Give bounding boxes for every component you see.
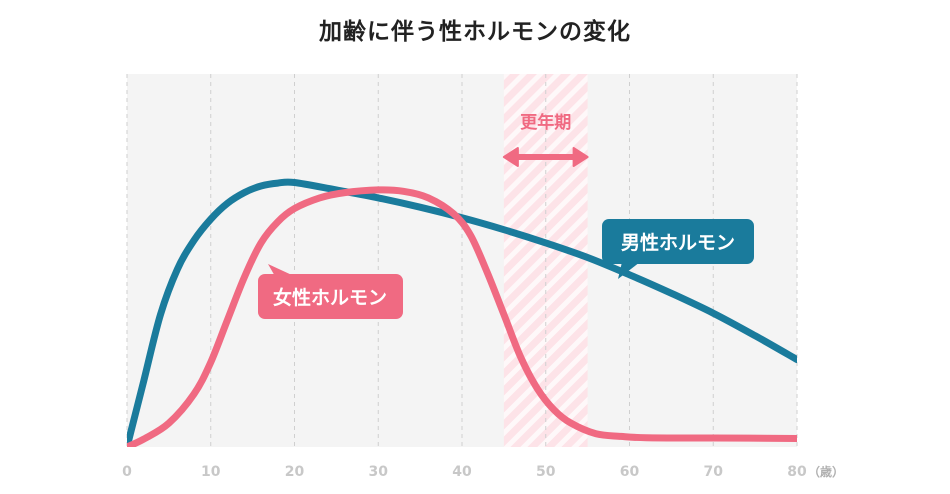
x-axis-unit: （歳） [808,464,844,479]
x-tick-label-50: 50 [536,464,556,480]
menopause-range-arrow [502,147,589,167]
male-hormone-label: 男性ホルモン [621,231,735,254]
x-tick-label-80: 80 [787,464,807,480]
menopause-arrow-right-head [572,147,589,167]
menopause-label: 更年期 [520,112,571,133]
female-hormone-callout: 女性ホルモン [258,264,403,319]
x-axis: 0 10 20 30 40 50 60 70 80 [122,464,807,480]
female-hormone-label: 女性ホルモン [273,286,387,309]
male-hormone-line [127,178,797,447]
menopause-arrow-left-head [502,147,519,167]
x-tick-label-60: 60 [620,464,640,480]
x-tick-label-30: 30 [369,464,389,480]
x-tick-label-20: 20 [285,464,305,480]
male-hormone-callout: 男性ホルモン [602,219,754,279]
x-tick-label-70: 70 [704,464,724,480]
x-tick-label-10: 10 [201,464,221,480]
x-tick-label-0: 0 [122,464,132,480]
chart-title: 加齢に伴う性ホルモンの変化 [319,19,631,45]
male-callout-box [602,219,754,264]
female-hormone-line [127,186,797,447]
female-callout-box [258,274,403,319]
male-callout-pointer [618,262,640,279]
x-tick-label-40: 40 [452,464,472,480]
